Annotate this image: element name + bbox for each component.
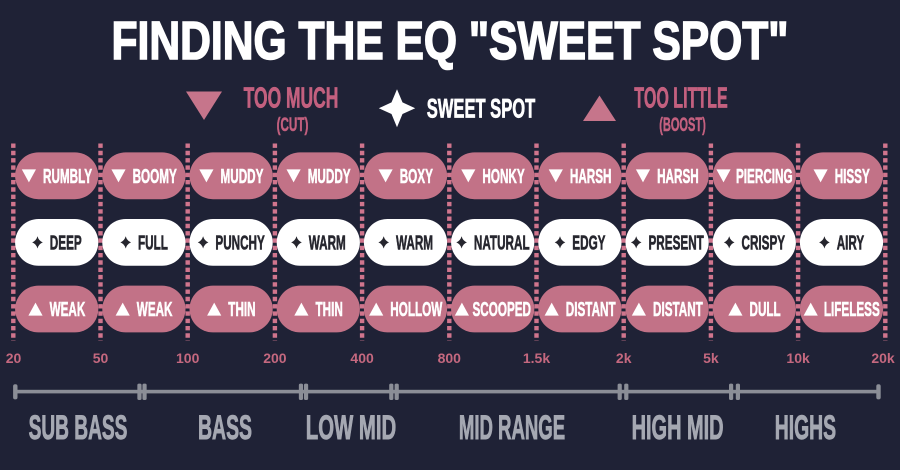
svg-text:HIGH MID: HIGH MID <box>632 409 724 447</box>
svg-text:THIN: THIN <box>228 299 255 321</box>
svg-text:DISTANT: DISTANT <box>566 299 616 321</box>
svg-text:MID RANGE: MID RANGE <box>459 409 565 447</box>
svg-text:LIFELESS: LIFELESS <box>824 299 880 321</box>
svg-text:BASS: BASS <box>198 409 252 447</box>
svg-text:SUB BASS: SUB BASS <box>29 409 128 447</box>
svg-text:SCOOPED: SCOOPED <box>473 299 532 321</box>
svg-text:BOOMY: BOOMY <box>133 166 178 188</box>
svg-text:DEEP: DEEP <box>50 232 82 254</box>
svg-text:PRESENT: PRESENT <box>649 232 704 254</box>
svg-text:WARM: WARM <box>396 232 433 254</box>
svg-text:10k: 10k <box>786 350 810 366</box>
svg-text:HISSY: HISSY <box>835 166 870 188</box>
svg-text:DULL: DULL <box>750 299 781 321</box>
svg-text:(CUT): (CUT) <box>277 115 309 136</box>
svg-text:MUDDY: MUDDY <box>308 166 351 188</box>
svg-text:RUMBLY: RUMBLY <box>43 166 92 188</box>
svg-text:HIGHS: HIGHS <box>775 409 836 447</box>
svg-text:TOO LITTLE: TOO LITTLE <box>634 82 727 114</box>
svg-text:100: 100 <box>176 350 200 366</box>
svg-text:HARSH: HARSH <box>657 166 699 188</box>
svg-text:TOO MUCH: TOO MUCH <box>244 82 339 114</box>
svg-text:200: 200 <box>263 350 287 366</box>
svg-text:WEAK: WEAK <box>137 299 173 321</box>
svg-text:20k: 20k <box>871 350 895 366</box>
svg-text:PIERCING: PIERCING <box>736 166 793 188</box>
svg-text:WARM: WARM <box>309 232 346 254</box>
svg-text:400: 400 <box>350 350 374 366</box>
svg-text:FINDING THE EQ "SWEET SPOT": FINDING THE EQ "SWEET SPOT" <box>112 12 789 71</box>
svg-text:DISTANT: DISTANT <box>653 299 703 321</box>
svg-text:BOXY: BOXY <box>400 166 434 188</box>
svg-text:AIRY: AIRY <box>837 232 865 254</box>
svg-text:HONKY: HONKY <box>482 166 525 188</box>
svg-text:EDGY: EDGY <box>572 232 606 254</box>
svg-text:(BOOST): (BOOST) <box>659 115 706 136</box>
svg-text:1.5k: 1.5k <box>523 350 550 366</box>
svg-text:LOW MID: LOW MID <box>306 409 397 447</box>
svg-text:2k: 2k <box>616 350 632 366</box>
svg-text:FULL: FULL <box>138 232 168 254</box>
svg-text:SWEET SPOT: SWEET SPOT <box>427 93 536 123</box>
svg-text:PUNCHY: PUNCHY <box>215 232 265 254</box>
svg-text:THIN: THIN <box>316 299 343 321</box>
svg-text:WEAK: WEAK <box>50 299 86 321</box>
svg-text:HOLLOW: HOLLOW <box>390 299 442 321</box>
svg-text:50: 50 <box>93 350 109 366</box>
svg-text:800: 800 <box>438 350 462 366</box>
svg-text:5k: 5k <box>703 350 719 366</box>
svg-text:HARSH: HARSH <box>570 166 612 188</box>
svg-text:CRISPY: CRISPY <box>742 232 786 254</box>
svg-text:20: 20 <box>6 350 22 366</box>
svg-text:MUDDY: MUDDY <box>221 166 264 188</box>
svg-text:NATURAL: NATURAL <box>474 232 530 254</box>
